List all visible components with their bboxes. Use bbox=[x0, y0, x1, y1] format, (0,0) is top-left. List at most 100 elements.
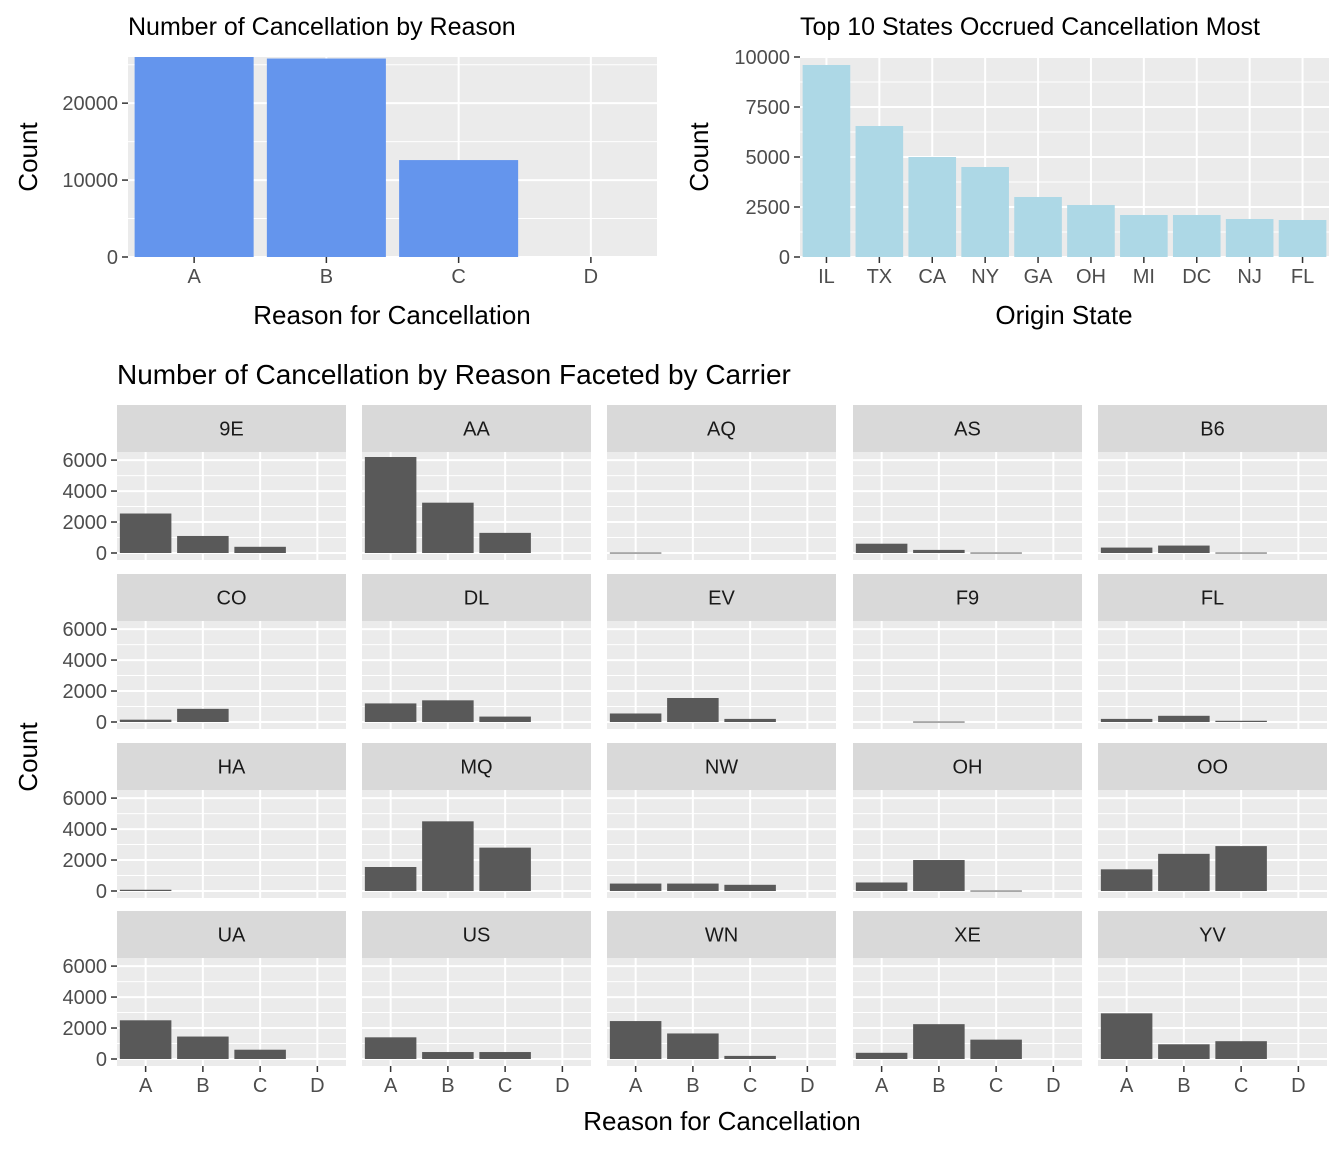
x-axis-title: Origin State bbox=[995, 300, 1132, 330]
bar bbox=[1158, 853, 1210, 891]
faceted-bar-chart: Number of Cancellation by Reason Faceted… bbox=[13, 359, 1327, 1136]
x-tick-label: A bbox=[1120, 1075, 1134, 1097]
facet-strip bbox=[607, 574, 836, 621]
facet-strip bbox=[362, 911, 591, 958]
facet-strip bbox=[1098, 574, 1327, 621]
facet-label: YV bbox=[1199, 925, 1226, 947]
facet-label: B6 bbox=[1200, 419, 1224, 441]
bar bbox=[724, 718, 776, 722]
bar bbox=[913, 721, 965, 723]
bar bbox=[970, 552, 1022, 554]
x-tick-label: OH bbox=[1076, 266, 1106, 288]
x-tick-label: A bbox=[384, 1075, 398, 1097]
facet-strip bbox=[117, 743, 346, 790]
x-tick-label: NJ bbox=[1237, 266, 1261, 288]
facet-panel: UA 0 2000 4000 6000 A B C D bbox=[63, 911, 346, 1097]
bar bbox=[479, 1052, 531, 1059]
facet-strip bbox=[607, 405, 836, 452]
facet-panel: CO 0 2000 4000 6000 bbox=[63, 574, 346, 734]
bar bbox=[908, 157, 957, 257]
facet-label: US bbox=[463, 925, 491, 947]
facet-strip bbox=[1098, 911, 1327, 958]
y-axis-ticks: 0 10000 20000 bbox=[62, 93, 128, 269]
y-tick-label: 4000 bbox=[63, 819, 108, 841]
x-tick-label: A bbox=[187, 266, 201, 288]
bar bbox=[364, 457, 417, 553]
y-tick-label: 4000 bbox=[63, 987, 108, 1009]
facet-strip bbox=[607, 911, 836, 958]
y-axis-title: Count bbox=[13, 722, 43, 792]
facet-strip bbox=[117, 574, 346, 621]
bar bbox=[724, 1055, 776, 1059]
facet-panel: DL bbox=[362, 574, 591, 729]
y-tick-label: 2000 bbox=[63, 1018, 108, 1040]
facet-panel: US A B C D bbox=[362, 911, 591, 1097]
facet-strip bbox=[607, 743, 836, 790]
bar bbox=[1225, 219, 1274, 257]
y-tick-label: 0 bbox=[107, 247, 118, 269]
bar bbox=[724, 884, 776, 891]
facet-panel: OO bbox=[1098, 743, 1327, 898]
facet-label: EV bbox=[708, 588, 735, 610]
bar bbox=[234, 1049, 286, 1059]
x-tick-label: B bbox=[932, 1075, 945, 1097]
x-tick-label: CA bbox=[918, 266, 946, 288]
bar bbox=[1158, 545, 1210, 553]
bar bbox=[1120, 215, 1168, 257]
bar bbox=[609, 713, 662, 722]
bar bbox=[119, 513, 172, 553]
x-tick-label: D bbox=[800, 1075, 814, 1097]
y-tick-label: 0 bbox=[779, 247, 790, 269]
facet-label: MQ bbox=[460, 757, 492, 779]
bar bbox=[855, 1052, 908, 1059]
bar bbox=[1278, 220, 1327, 257]
x-tick-label: FL bbox=[1291, 266, 1314, 288]
facet-label: FL bbox=[1201, 588, 1224, 610]
facet-panel: AQ bbox=[607, 405, 836, 560]
facet-label: 9E bbox=[219, 419, 243, 441]
bar bbox=[1215, 846, 1267, 891]
facet-strip bbox=[853, 911, 1082, 958]
x-tick-label: B bbox=[196, 1075, 209, 1097]
facet-label: CO bbox=[217, 588, 247, 610]
x-axis-ticks: IL TX CA NY GA OH MI DC NJ FL bbox=[818, 257, 1314, 288]
facet-strip bbox=[117, 405, 346, 452]
facet-panel: MQ bbox=[362, 743, 591, 898]
x-tick-label: D bbox=[1291, 1075, 1305, 1097]
facet-label: XE bbox=[954, 925, 981, 947]
facet-label: NW bbox=[705, 757, 738, 779]
y-axis-title: Count bbox=[684, 122, 714, 192]
bar bbox=[422, 700, 474, 722]
bar bbox=[266, 58, 386, 258]
facet-panel: B6 bbox=[1098, 405, 1327, 560]
facet-panel: YV A B C D bbox=[1098, 911, 1327, 1097]
bar bbox=[364, 867, 417, 891]
y-tick-label: 6000 bbox=[63, 450, 108, 472]
y-tick-label: 10000 bbox=[62, 170, 118, 192]
bar bbox=[1158, 1044, 1210, 1059]
reason-bar-chart: 0 10000 20000 A B C D Number of Cancellation … bbox=[13, 13, 657, 330]
bar bbox=[177, 535, 229, 553]
bar bbox=[1215, 552, 1267, 554]
facet-panel: HA 0 2000 4000 6000 bbox=[63, 743, 346, 903]
panel-background bbox=[1098, 452, 1327, 560]
x-tick-label: GA bbox=[1024, 266, 1054, 288]
y-tick-label: 2000 bbox=[63, 512, 108, 534]
facet-panel: FL bbox=[1098, 574, 1327, 729]
bars bbox=[802, 65, 1327, 257]
panel-background bbox=[853, 621, 1082, 729]
facet-strip bbox=[853, 743, 1082, 790]
panel-background bbox=[1098, 621, 1327, 729]
bar bbox=[1158, 715, 1210, 722]
facet-panel: XE A B C D bbox=[853, 911, 1082, 1097]
bar bbox=[119, 889, 172, 891]
y-tick-label: 2000 bbox=[63, 681, 108, 703]
panel-background bbox=[607, 790, 836, 898]
facet-label: OO bbox=[1197, 757, 1228, 779]
bar bbox=[609, 883, 662, 891]
bar bbox=[422, 1052, 474, 1059]
bar bbox=[667, 1033, 719, 1059]
bar bbox=[970, 1039, 1022, 1059]
panel-background bbox=[853, 958, 1082, 1066]
